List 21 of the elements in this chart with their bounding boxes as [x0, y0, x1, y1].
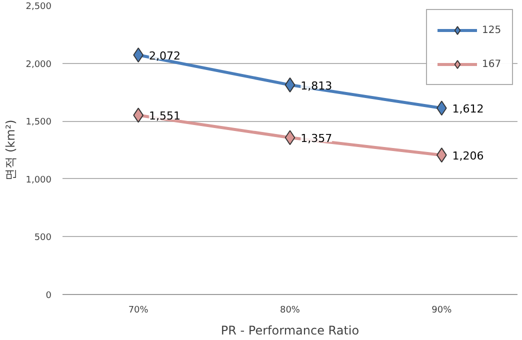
x-tick-label: 90%	[432, 306, 452, 316]
point	[284, 130, 296, 146]
y-tick-label: 1,000	[26, 175, 52, 186]
data-label: 1,206	[452, 150, 484, 163]
x-tick-label: 80%	[280, 306, 300, 316]
legend-label: 125	[482, 24, 502, 36]
y-tick-label: 2,000	[26, 60, 52, 70]
x-axis-title: PR - Performance Ratio	[220, 324, 360, 338]
legend-label: 167	[482, 58, 502, 70]
y-tick-label: 0	[46, 291, 52, 301]
data-label: 2,072	[148, 49, 180, 62]
data-label: 1,551	[148, 110, 180, 123]
y-axis-title: 면적 (km²)	[4, 120, 18, 180]
y-tick-label: 2,500	[26, 2, 52, 12]
x-tick-label: 70%	[128, 306, 149, 316]
data-label: 1,612	[452, 102, 484, 116]
y-tick-label: 1,500	[26, 118, 52, 128]
point	[284, 77, 296, 92]
data-label: 1,813	[300, 79, 332, 92]
data-label: 1,357	[300, 132, 332, 146]
y-tick-label: 500	[34, 233, 52, 244]
